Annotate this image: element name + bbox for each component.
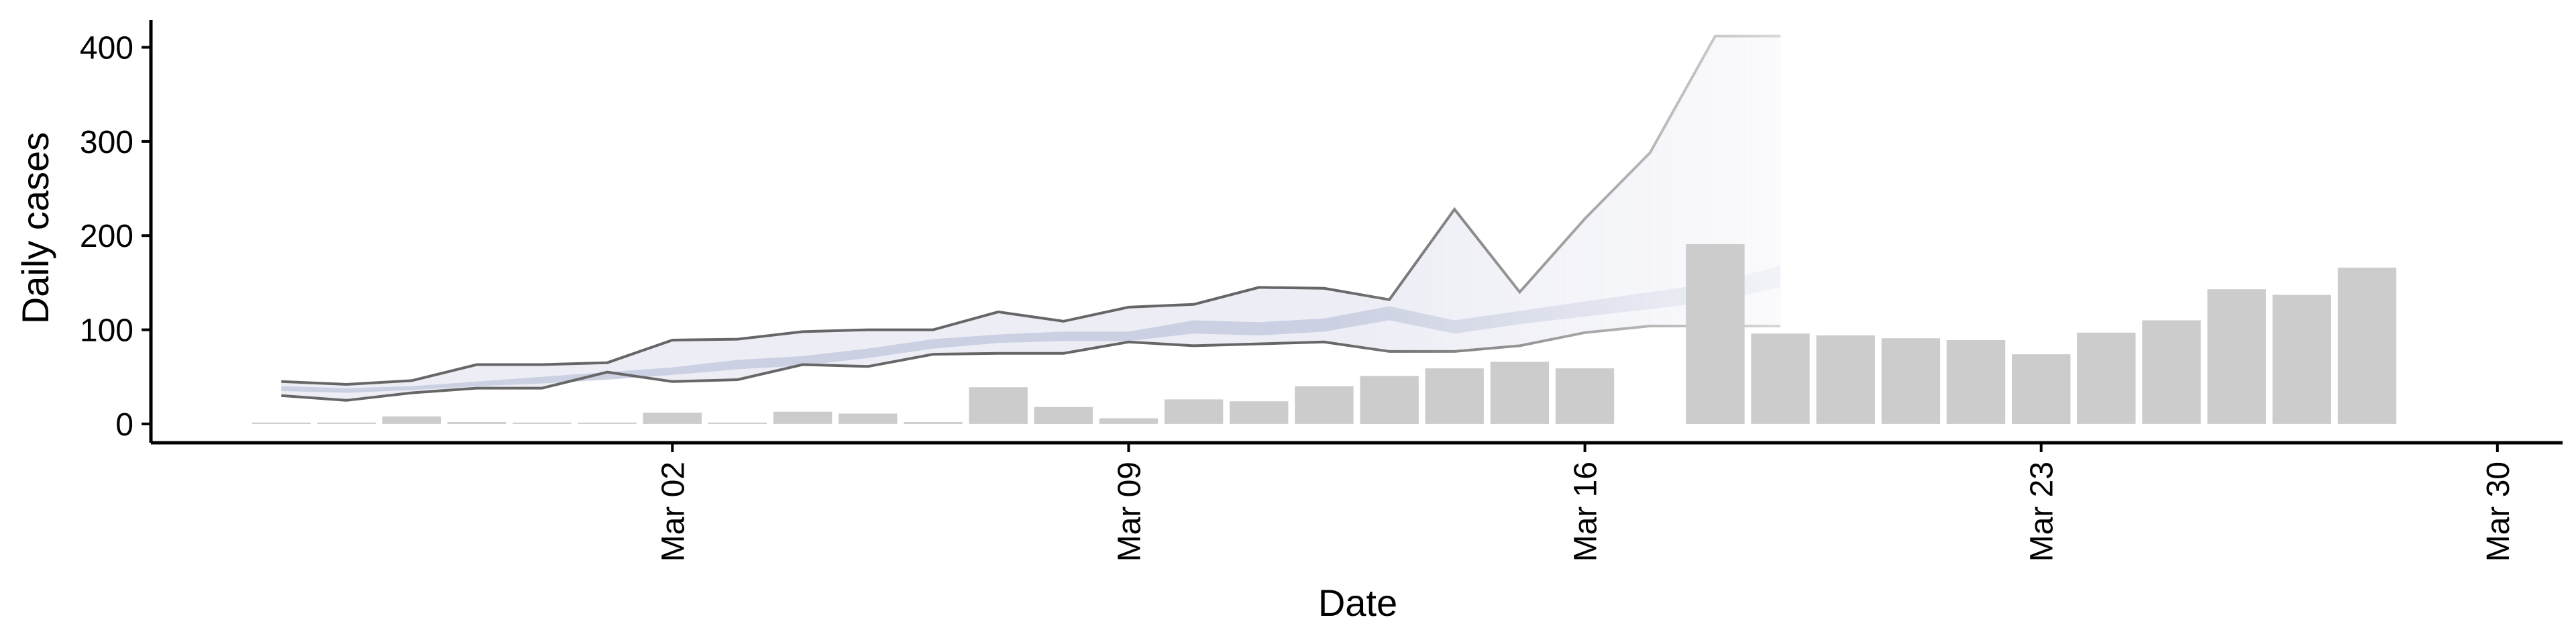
bar-2020-03-27: [2272, 294, 2331, 424]
bar-2020-03-11: [1230, 401, 1289, 424]
x-tick-label-2020-03-30: Mar 30: [2481, 462, 2516, 561]
y-tick-label-0: 0: [115, 407, 133, 443]
bar-2020-03-28: [2337, 267, 2397, 424]
y-tick-label-400: 400: [80, 31, 133, 66]
axes: 0 100 200 300 400 Mar 02 Mar 09 Mar 16 Mar 23 Mar…: [80, 20, 2563, 561]
bar-2020-03-10: [1164, 399, 1224, 424]
outer-interval-band: [281, 36, 1781, 400]
bar-2020-03-23: [2012, 354, 2071, 424]
bar-2020-03-14: [1425, 368, 1484, 424]
bar-2020-03-03: [708, 422, 767, 424]
bar-2020-02-29: [513, 422, 572, 424]
x-tick-label-2020-03-09: Mar 09: [1112, 462, 1147, 561]
bar-2020-03-08: [1034, 407, 1093, 424]
bar-2020-02-25: [252, 422, 311, 424]
bar-2020-03-19: [1751, 333, 1810, 424]
x-axis-title: Date: [1318, 582, 1397, 624]
bar-2020-03-05: [839, 413, 898, 424]
x-tick-label-2020-03-23: Mar 23: [2025, 462, 2060, 561]
bar-2020-03-20: [1816, 335, 1875, 424]
bar-2020-03-04: [773, 411, 833, 424]
bar-2020-02-26: [317, 422, 376, 424]
outer-upper-line: [281, 34, 1781, 386]
bar-2020-03-21: [1881, 338, 1941, 424]
x-tick-label-2020-03-02: Mar 02: [655, 462, 691, 561]
bar-2020-03-12: [1295, 386, 1354, 424]
y-tick-label-300: 300: [80, 125, 133, 160]
bar-2020-03-16: [1555, 368, 1615, 424]
bar-2020-03-13: [1360, 376, 1419, 424]
outer-lower-line: [281, 325, 1781, 402]
bar-2020-02-27: [382, 416, 441, 424]
bar-2020-03-07: [969, 387, 1028, 424]
daily-case-bars: [252, 244, 2397, 424]
bar-2020-03-25: [2142, 320, 2201, 424]
bar-2020-03-22: [1946, 340, 2006, 424]
bar-2020-03-06: [904, 422, 963, 424]
forecast-bands: [281, 34, 1781, 402]
bar-2020-03-01: [578, 422, 637, 424]
y-tick-label-200: 200: [80, 219, 133, 254]
y-tick-label-100: 100: [80, 313, 133, 349]
bar-2020-02-28: [447, 422, 506, 424]
bar-2020-03-09: [1099, 418, 1159, 424]
bar-2020-03-24: [2077, 332, 2136, 424]
bar-2020-03-02: [643, 413, 702, 424]
bar-2020-03-18: [1686, 244, 1745, 424]
x-tick-label-2020-03-16: Mar 16: [1568, 462, 1604, 561]
bar-2020-03-15: [1490, 362, 1550, 424]
inner-interval-band: [281, 266, 1781, 393]
y-axis-title: Daily cases: [14, 132, 56, 324]
bar-2020-03-26: [2207, 289, 2266, 424]
